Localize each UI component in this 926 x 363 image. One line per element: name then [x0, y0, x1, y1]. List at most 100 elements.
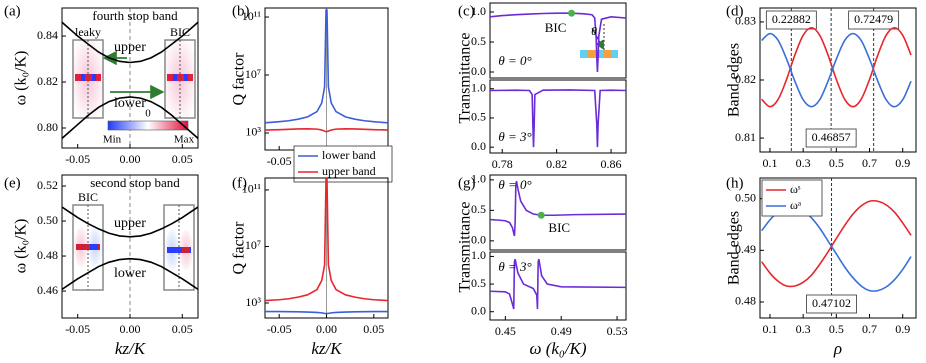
curve [761, 205, 912, 292]
axes-frame [489, 174, 627, 251]
y-tick-label: 0.49 [735, 242, 756, 256]
field-inset-left [72, 204, 104, 291]
x-tick-label: 0.5 [829, 322, 844, 336]
legend-label: ωˢ [790, 182, 801, 196]
crossing-box [806, 294, 857, 314]
x-tick-label: 0.00 [120, 152, 141, 166]
y-tick-label: 0.82 [735, 72, 756, 86]
y-tick-label: 0.0 [471, 139, 486, 153]
bic-point [537, 211, 545, 219]
panel-title: second stop band [90, 175, 180, 190]
curve-label: lower [114, 266, 146, 281]
y-tick-label: 0.82 [37, 74, 58, 88]
curve [62, 21, 198, 64]
y-tick-label: 0.48 [735, 294, 756, 308]
curve [62, 206, 198, 238]
curve [62, 257, 198, 290]
y-tick-label: 10³ [245, 295, 261, 309]
colorbar-label: Max [174, 134, 195, 146]
panel-label: (c) [458, 3, 475, 19]
x-tick-label: 0.00 [120, 322, 141, 336]
y-tick-label: 0.83 [735, 14, 756, 28]
crossing-box [805, 128, 857, 148]
x-tick-label: -0.05 [65, 322, 90, 336]
x-axis-title: kz/K [311, 339, 343, 358]
angle-label: θ = 0° [498, 53, 531, 68]
annotation: BIC [170, 25, 190, 39]
inset-label: θ [591, 24, 597, 38]
legend-label: ωᵃ [790, 198, 802, 212]
panel-label: (h) [726, 175, 744, 191]
angle-label: θ = 3° [498, 259, 531, 274]
y-axis-title: Transmittance [457, 33, 474, 124]
curve [490, 180, 626, 237]
y-tick-label: 0.0 [471, 233, 486, 247]
curve-label: upper [114, 40, 146, 55]
y-tick-label: 10⁷ [245, 238, 261, 252]
axes-frame [759, 177, 917, 319]
x-tick-label: 0.53 [607, 324, 628, 338]
annotation: leaky [75, 25, 101, 39]
x-tick-label: 0.9 [895, 322, 910, 336]
colorbar-label: 0 [145, 108, 151, 120]
y-tick-label: 0.5 [471, 34, 486, 48]
point-label: BIC [548, 220, 570, 235]
curve [62, 96, 198, 139]
colorbar [107, 120, 189, 131]
y-tick-label: 1.0 [471, 172, 486, 186]
x-tick-label: 0.45 [495, 324, 516, 338]
y-tick-label: 1.0 [471, 248, 486, 262]
x-tick-label: 0.5 [829, 156, 844, 170]
x-tick-label: 0.1 [762, 322, 777, 336]
legend-box [293, 145, 393, 183]
x-tick-label: 0.7 [862, 156, 877, 170]
point-label: BIC [545, 20, 567, 35]
x-tick-label: 0.05 [363, 322, 384, 336]
field-inset-right [164, 39, 196, 119]
y-tick-label: 0.5 [471, 276, 486, 290]
x-tick-label: 0.05 [172, 322, 193, 336]
legend-box [761, 179, 823, 217]
crossing-label: 0.72479 [854, 12, 893, 26]
y-tick-label: 0.84 [37, 28, 58, 42]
curve [490, 89, 626, 148]
y-tick-label: 1.0 [471, 4, 486, 18]
curve [761, 199, 912, 288]
y-axis-title: Band edges [726, 43, 743, 117]
curve-label: upper [114, 216, 146, 231]
y-tick-label: 0.0 [471, 64, 486, 78]
panel-label: (f) [232, 175, 247, 191]
x-tick-label: 0.05 [172, 152, 193, 166]
y-tick-label: 0.48 [37, 248, 58, 262]
curve [265, 127, 388, 133]
y-tick-label: 0.50 [37, 213, 58, 227]
y-tick-label: 10¹¹ [242, 9, 262, 23]
x-tick-label: 0.1 [762, 156, 777, 170]
curve [265, 9, 388, 124]
x-tick-label: 0.49 [551, 324, 572, 338]
panel-label: (b) [232, 3, 250, 19]
axes-frame [489, 79, 627, 154]
crossing-box [765, 10, 817, 30]
curve [265, 178, 388, 302]
curve [761, 32, 912, 108]
field-inset-right [163, 204, 195, 291]
angle-label: θ = 3° [498, 129, 531, 144]
annotation: BIC [78, 190, 98, 204]
x-axis-title: ω (k₀/K) [529, 339, 586, 358]
y-axis-title: Transmittance [457, 202, 474, 293]
x-tick-label: -0.05 [65, 152, 90, 166]
panel-label: (d) [726, 3, 744, 19]
axes-frame [489, 2, 627, 79]
y-tick-label: 0.80 [37, 120, 58, 134]
y-axis-title: ω (k₀/K) [13, 51, 30, 106]
crossing-label: 0.46857 [812, 130, 851, 144]
y-tick-label: 0.81 [735, 130, 756, 144]
angle-label: θ = 0° [498, 177, 531, 192]
y-tick-label: 0.5 [471, 110, 486, 124]
y-tick-label: 10⁷ [245, 67, 261, 81]
panel-label: (g) [458, 175, 476, 191]
curve [490, 258, 626, 310]
